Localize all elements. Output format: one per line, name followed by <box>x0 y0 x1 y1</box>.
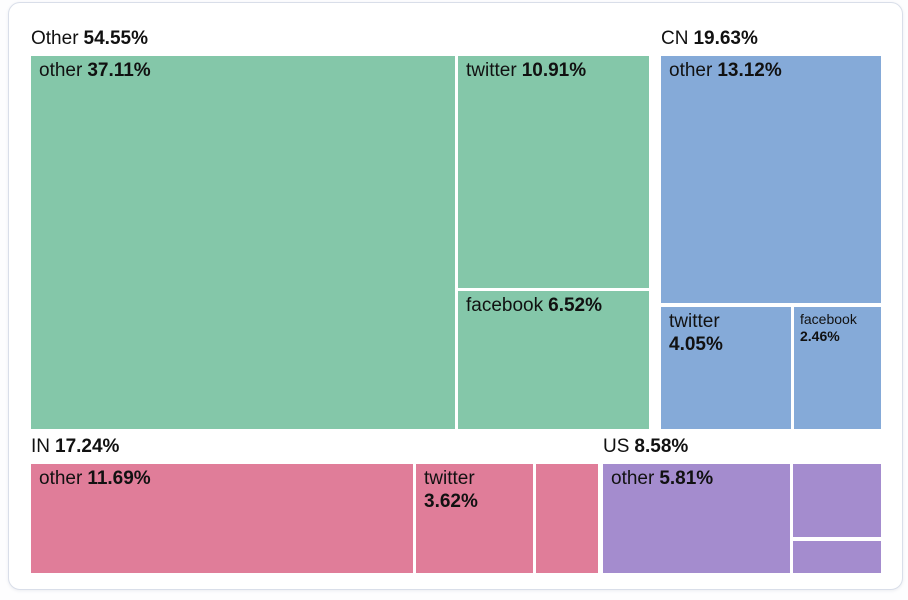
cell-label: other <box>669 60 713 81</box>
group-header-us: US 8.58% <box>603 435 688 458</box>
treemap-cell-in-other[interactable]: other 11.69% <box>31 464 413 573</box>
cell-label: other <box>39 60 83 81</box>
treemap-cell-in-unlabeled[interactable] <box>536 464 598 573</box>
group-pct: 17.24% <box>55 436 120 457</box>
treemap-cell-us-other[interactable]: other 5.81% <box>603 464 790 573</box>
treemap-card: Other 54.55% CN 19.63% IN 17.24% US 8.58% ot… <box>8 2 903 590</box>
group-label: US <box>603 436 630 457</box>
treemap-cell-us-unlabeled-2[interactable] <box>793 541 881 573</box>
cell-label: other <box>611 468 655 489</box>
group-header-other: Other 54.55% <box>31 27 148 50</box>
cell-label: facebook <box>800 311 857 327</box>
treemap-cell-cn-other[interactable]: other 13.12% <box>661 56 881 303</box>
group-label: IN <box>31 436 50 457</box>
cell-pct: 2.46% <box>800 328 840 344</box>
group-pct: 8.58% <box>634 436 689 457</box>
group-pct: 19.63% <box>693 28 758 49</box>
cell-label: facebook <box>466 295 544 316</box>
cell-pct: 3.62% <box>424 491 478 512</box>
cell-label: twitter <box>424 468 475 489</box>
cell-pct: 5.81% <box>659 468 714 489</box>
cell-pct: 6.52% <box>548 295 602 316</box>
cell-pct: 13.12% <box>717 60 782 81</box>
group-header-cn: CN 19.63% <box>661 27 758 50</box>
group-label: Other <box>31 28 79 49</box>
treemap-cell-other-other[interactable]: other 37.11% <box>31 56 455 429</box>
cell-pct: 4.05% <box>669 334 723 355</box>
cell-label: other <box>39 468 83 489</box>
treemap-cell-cn-twitter[interactable]: twitter 4.05% <box>661 307 791 429</box>
cell-label: twitter <box>466 60 517 81</box>
group-label: CN <box>661 28 689 49</box>
cell-label: twitter <box>669 311 720 332</box>
treemap-cell-other-facebook[interactable]: facebook 6.52% <box>458 291 649 429</box>
cell-pct: 11.69% <box>87 468 151 489</box>
treemap-cell-cn-facebook[interactable]: facebook 2.46% <box>794 307 881 429</box>
group-pct: 54.55% <box>83 28 148 49</box>
cell-pct: 10.91% <box>521 60 587 81</box>
treemap-cell-us-unlabeled-1[interactable] <box>793 464 881 537</box>
group-header-in: IN 17.24% <box>31 435 119 458</box>
cell-pct: 37.11% <box>87 60 151 81</box>
treemap-cell-in-twitter[interactable]: twitter 3.62% <box>416 464 533 573</box>
treemap-cell-other-twitter[interactable]: twitter 10.91% <box>458 56 649 288</box>
